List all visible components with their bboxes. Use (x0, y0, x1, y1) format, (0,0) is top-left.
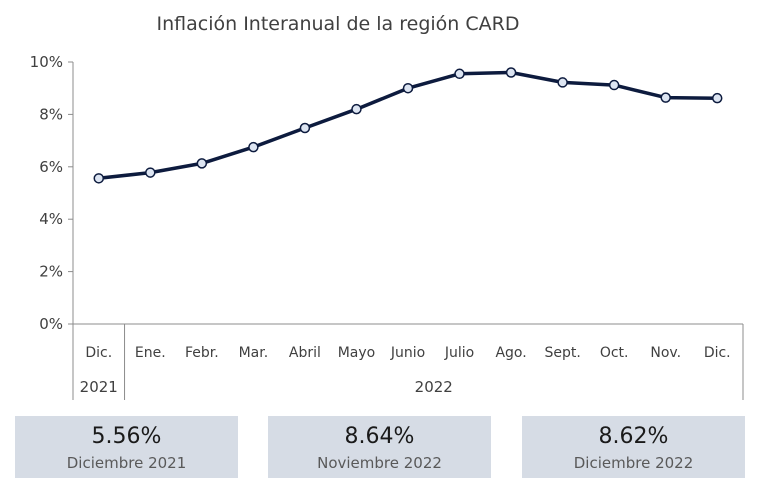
line-chart: Inflación Interanual de la región CARD 0… (30, 13, 744, 400)
data-point (93, 173, 105, 184)
x-tick-label: Dic. (85, 345, 112, 361)
card-label: Noviembre 2022 (317, 454, 442, 472)
card-value: 8.64% (344, 424, 415, 449)
data-point (402, 82, 414, 94)
x-tick-label: Ene. (135, 345, 166, 361)
data-point (711, 92, 723, 104)
data-point (145, 167, 156, 178)
y-tick-label: 6% (39, 158, 63, 176)
card-nov-2022: 8.64% Noviembre 2022 (268, 416, 491, 478)
card-value: 8.62% (598, 424, 669, 449)
data-point (608, 79, 620, 91)
y-tick-label: 8% (39, 105, 63, 123)
data-point (248, 141, 259, 153)
card-dec-2021: 5.56% Diciembre 2021 (15, 416, 238, 478)
x-tick-label: Ago. (495, 345, 526, 361)
y-tick-label: 0% (39, 315, 63, 333)
card-value: 5.56% (91, 424, 162, 449)
x-tick-label: Nov. (650, 345, 681, 361)
x-tick-label: Dic. (704, 345, 731, 361)
x-tick-label: Mayo (338, 345, 376, 361)
y-tick-label: 4% (39, 210, 63, 228)
data-point (351, 103, 362, 115)
data-point (454, 68, 465, 80)
x-tick-label: Junio (390, 345, 425, 361)
y-tick-label: 2% (39, 263, 63, 281)
x-tick-label: Mar. (239, 345, 269, 361)
y-tick-label: 10% (30, 53, 63, 71)
data-point (660, 92, 671, 103)
card-dec-2022: 8.62% Diciembre 2022 (522, 416, 745, 478)
x-group-label: 2022 (415, 378, 453, 396)
x-tick-label: Abril (289, 345, 321, 361)
data-point (505, 67, 517, 78)
x-group-label: 2021 (80, 378, 118, 396)
x-tick-label: Julio (444, 345, 474, 361)
x-tick-label: Oct. (600, 345, 629, 361)
card-label: Diciembre 2021 (66, 454, 187, 472)
data-point (557, 77, 568, 88)
chart-title: Inflación Interanual de la región CARD (157, 13, 520, 35)
data-point (196, 158, 208, 169)
x-tick-label: Febr. (185, 345, 219, 361)
x-tick-label: Sept. (544, 345, 580, 361)
card-label: Diciembre 2022 (573, 454, 694, 472)
data-point (299, 122, 311, 134)
